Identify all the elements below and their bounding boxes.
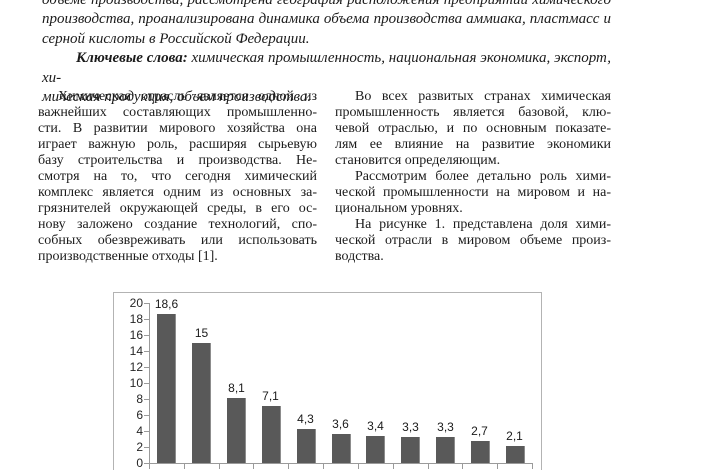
y-axis-tick xyxy=(144,415,149,416)
y-axis-tick-label: 16 xyxy=(129,328,143,342)
bar-value-label: 3,4 xyxy=(367,418,384,433)
bar-value-label: 3,3 xyxy=(437,419,454,434)
x-axis-tick xyxy=(323,464,324,469)
text-line: комплекс является одним из основных за- xyxy=(38,185,317,200)
bar xyxy=(471,441,490,463)
abstract-line: объеме производства, рассмотрена географ… xyxy=(42,0,611,8)
text-line: производственные отходы [1]. xyxy=(38,249,218,264)
bar xyxy=(332,434,351,463)
text-line: нову заложено создание технологий, спо- xyxy=(38,217,317,232)
bar xyxy=(297,428,316,463)
y-axis-tick-label: 8 xyxy=(136,392,143,406)
text-line: собных обезвреживать или использовать xyxy=(38,233,317,248)
x-axis-tick xyxy=(497,464,498,469)
x-axis-tick xyxy=(219,464,220,469)
text-line: важнейших составляющих промышленно- xyxy=(38,105,317,120)
figure-chart: 0 2 4 6 8 10 12 14 16 18 20 18,6 15 8,1 7,1 4,3 3,6 3,4 3,… xyxy=(113,292,542,470)
bar-value-label: 2,7 xyxy=(471,424,488,439)
y-axis-tick-label: 6 xyxy=(136,408,143,422)
text-line: циональном уровнях. xyxy=(335,201,463,216)
text-line: ческой промышленности на мировом и на- xyxy=(335,185,611,200)
x-axis-tick xyxy=(253,464,254,469)
text-line: водства. xyxy=(335,249,384,264)
body-column-right: Во всех развитых странах химическая пром… xyxy=(335,89,611,265)
keywords-text: химическая промышленность, национальная … xyxy=(42,50,611,86)
x-axis-tick xyxy=(288,464,289,469)
bar-value-label: 3,6 xyxy=(332,417,349,432)
bar-value-label: 15 xyxy=(194,326,209,340)
text-line: становится определяющим. xyxy=(335,153,501,168)
y-axis-tick-label: 2 xyxy=(136,440,143,454)
text-line: ческой отрасли в мировом объеме произ- xyxy=(335,233,611,248)
text-line: базу строительства и производства. Не- xyxy=(38,153,317,168)
x-axis-tick xyxy=(149,464,150,469)
keywords-line: мическая продукция, объем производства. xyxy=(42,89,312,106)
text-line: промышленность является базовой, клю- xyxy=(335,105,611,120)
bar-value-label: 7,1 xyxy=(262,389,279,404)
y-axis-line xyxy=(149,303,150,464)
abstract-line: серной кислоты в Российской Федерации. xyxy=(42,30,310,47)
text-line: играет важную роль, расширяя сырьевую xyxy=(38,137,317,152)
bar xyxy=(262,406,281,463)
y-axis-tick xyxy=(144,303,149,304)
x-axis-line xyxy=(149,463,533,464)
y-axis-tick-label: 12 xyxy=(129,360,143,374)
bar xyxy=(227,398,246,463)
text-line: чевой отраслью, и по основным показате- xyxy=(335,121,611,136)
y-axis-tick xyxy=(144,399,149,400)
body-column-left: Химическая отрасль является одной из важ… xyxy=(38,89,317,265)
y-axis-tick-label: 0 xyxy=(136,456,143,470)
y-axis-tick xyxy=(144,335,149,336)
keywords-line: Ключевые слова: химическая промышленност… xyxy=(42,49,611,88)
y-axis-tick xyxy=(144,463,149,464)
bar xyxy=(401,436,420,463)
x-axis-tick xyxy=(462,464,463,469)
bar-value-label: 3,3 xyxy=(402,419,419,434)
bar xyxy=(366,435,385,463)
x-axis-tick xyxy=(428,464,429,469)
text-line: Во всех развитых странах химическая xyxy=(355,89,611,104)
x-axis-tick xyxy=(393,464,394,469)
y-axis-tick xyxy=(144,319,149,320)
x-axis-tick xyxy=(184,464,185,469)
bar xyxy=(157,314,176,463)
y-axis-tick xyxy=(144,351,149,352)
y-axis-tick xyxy=(144,383,149,384)
y-axis-tick-label: 4 xyxy=(136,424,143,438)
chart-plot-area: 0 2 4 6 8 10 12 14 16 18 20 18,6 15 8,1 7,1 4,3 3,6 3,4 3,… xyxy=(114,293,541,470)
text-line: грязнителей окружающей среды, в его ос- xyxy=(38,201,317,216)
y-axis-tick-label: 20 xyxy=(129,296,143,310)
bar-value-label: 18,6 xyxy=(154,297,179,312)
text-line: сти. В развитии мирового хозяйства она xyxy=(38,121,317,136)
text-line: смотря на то, что сегодня химический xyxy=(38,169,317,184)
bar-value-label: 2,1 xyxy=(506,429,523,444)
bar xyxy=(436,436,455,463)
abstract-line: производства, проанализирована динамика … xyxy=(42,11,611,28)
text-line: Химическая отрасль является одной из xyxy=(58,89,317,104)
y-axis-tick xyxy=(144,431,149,432)
x-axis-tick xyxy=(532,464,533,469)
y-axis-tick xyxy=(144,367,149,368)
bar xyxy=(506,446,525,463)
y-axis-tick-label: 18 xyxy=(129,312,143,326)
bar-value-label: 4,3 xyxy=(297,411,314,426)
text-line: лям ее влияние на развитие экономики xyxy=(335,137,611,152)
bar-value-label: 8,1 xyxy=(228,381,245,396)
y-axis-tick-label: 10 xyxy=(129,376,143,390)
abstract-block: объеме производства, рассмотрена географ… xyxy=(42,0,611,107)
bar xyxy=(192,343,211,463)
keywords-label: Ключевые слова: xyxy=(76,50,188,67)
text-line: На рисунке 1. представлена доля хими- xyxy=(355,217,611,232)
y-axis-tick xyxy=(144,447,149,448)
text-line: Рассмотрим более детально роль хими- xyxy=(355,169,611,184)
x-axis-tick xyxy=(358,464,359,469)
y-axis-tick-label: 14 xyxy=(129,344,143,358)
